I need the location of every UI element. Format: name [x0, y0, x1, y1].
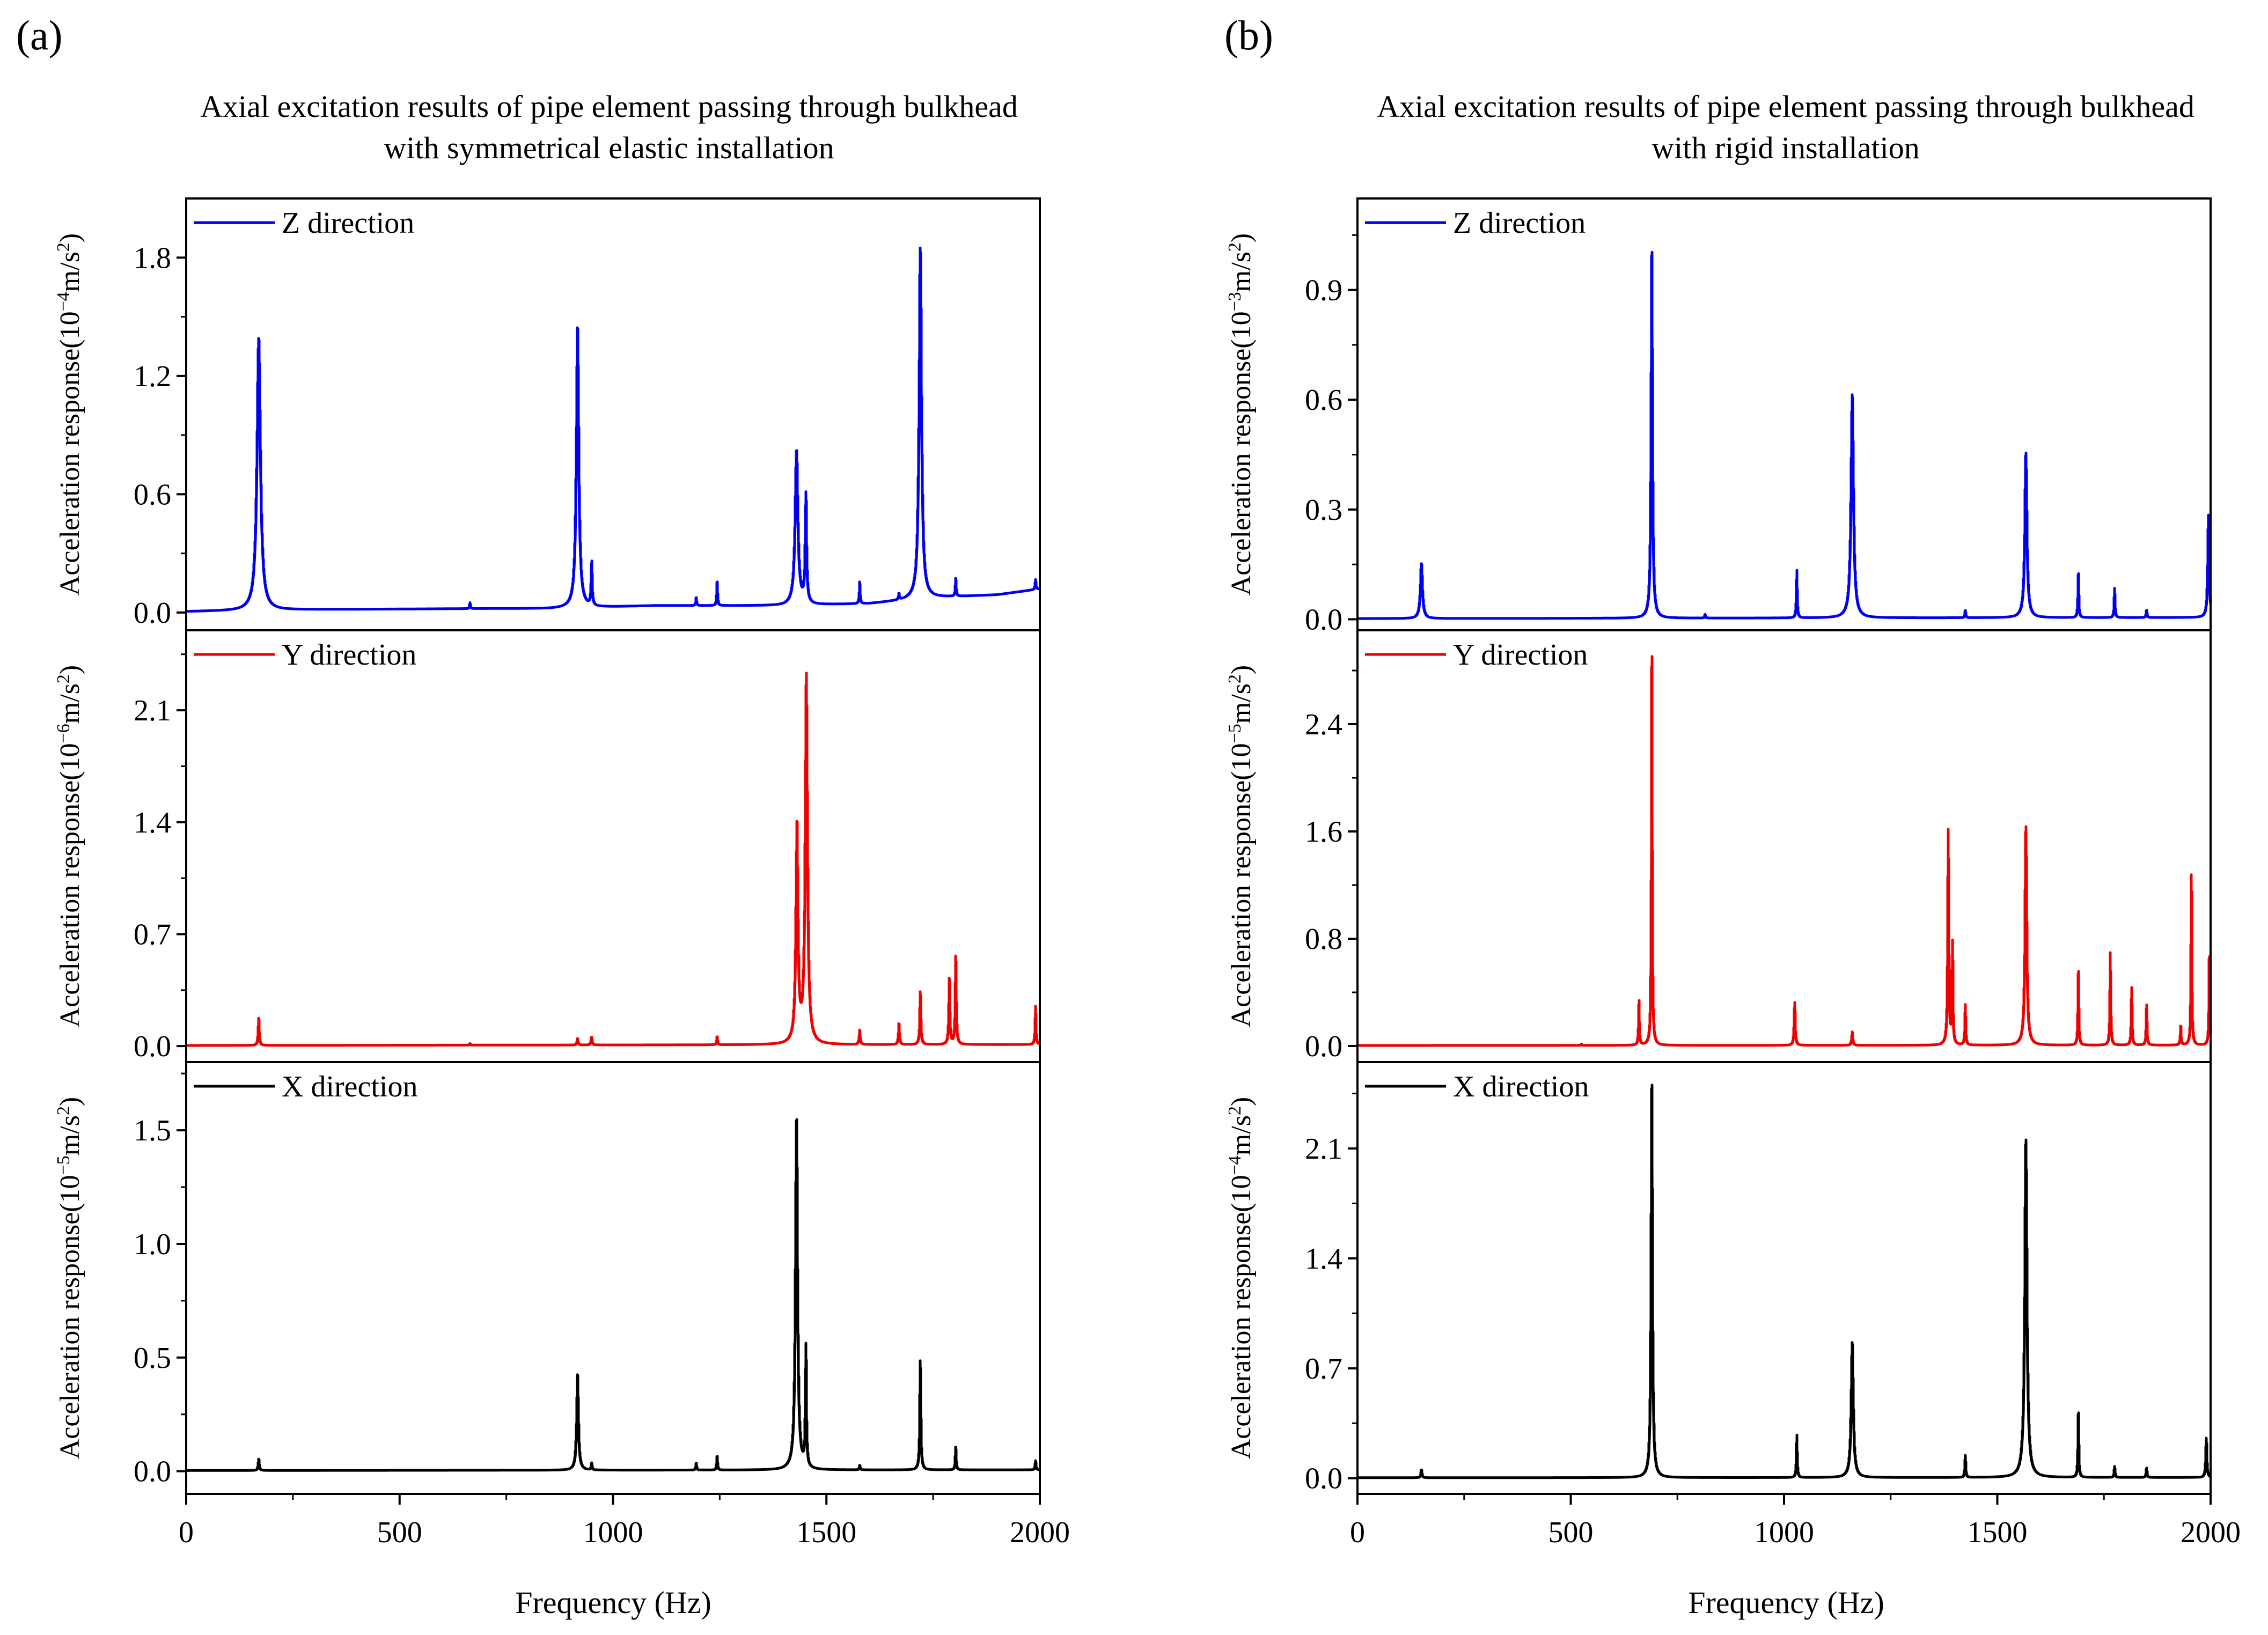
y-tick-label: 0.7 [1305, 1352, 1342, 1386]
x-tick-label: 1000 [583, 1516, 643, 1549]
y-tick-label: 0.3 [1305, 494, 1342, 527]
y-axis-label: Acceleration response(10−5m/s2) [54, 1097, 86, 1460]
y-tick-label: 1.8 [134, 241, 171, 275]
y-tick-label: 0.9 [1305, 274, 1342, 307]
x-tick-label: 2000 [1010, 1516, 1070, 1549]
y-tick-label: 1.4 [134, 806, 171, 839]
x-tick-label: 2000 [2181, 1516, 2241, 1549]
y-tick-label: 0.6 [134, 478, 171, 511]
y-axis-label: Acceleration response(10−3m/s2) [1225, 233, 1257, 596]
series-line [1356, 251, 2212, 620]
panel-b-label: (b) [1224, 12, 1273, 58]
series-line [185, 1118, 1041, 1472]
panel-a-label: (a) [16, 12, 63, 58]
y-tick-label: 1.0 [134, 1228, 171, 1261]
series-line [185, 246, 1041, 613]
chart-a-z-direction: 0.0 0.6 1.2 1.8 Acceleration response(10−4m/… [54, 197, 1041, 631]
panel-b-xlabel: Frequency (Hz) [1688, 1585, 1884, 1620]
y-axis-label: Acceleration response(10−6m/s2) [54, 665, 86, 1028]
x-tick-label: 1500 [1968, 1516, 2028, 1549]
panel-a-xlabel: Frequency (Hz) [515, 1585, 711, 1620]
y-tick-label: 2.4 [1305, 708, 1342, 741]
legend-label: X direction [1453, 1070, 1589, 1103]
y-tick-label: 0.0 [134, 1455, 171, 1489]
chart-a-x-direction: 0.0 0.5 1.0 1.5 Acceleration response(10−5m/… [54, 1061, 1070, 1549]
series-line [1356, 1084, 2212, 1479]
chart-b-x-direction: 0.0 0.7 1.4 2.1 Acceleration response(10−4m/… [1225, 1061, 2241, 1549]
x-tick-label: 0 [179, 1516, 194, 1549]
plot-area: 0.0 0.6 1.2 1.8 Acceleration response(10−4m/… [54, 197, 2241, 1549]
y-tick-label: 0.7 [134, 918, 171, 951]
legend-label: X direction [282, 1070, 417, 1103]
axes-frame [1356, 629, 2212, 1063]
axes-frame [185, 1061, 1041, 1495]
y-tick-label: 1.6 [1305, 815, 1342, 849]
axes-frame [1356, 197, 2212, 631]
y-tick-label: 0.6 [1305, 384, 1342, 417]
axes-frame [185, 197, 1041, 631]
legend-label: Y direction [1453, 638, 1588, 672]
y-tick-label: 0.0 [134, 1030, 171, 1063]
y-axis-label: Acceleration response(10−5m/s2) [1225, 665, 1257, 1028]
legend-label: Y direction [282, 638, 416, 672]
panel-b-title-line1: Axial excitation results of pipe element… [1377, 89, 2194, 124]
x-tick-label: 0 [1350, 1516, 1365, 1549]
y-tick-label: 0.0 [1305, 603, 1342, 637]
chart-a-y-direction: 0.0 0.7 1.4 2.1 Acceleration response(10−6m/… [54, 629, 1041, 1063]
axes-frame [1356, 1061, 2212, 1495]
legend-label: Z direction [1453, 207, 1586, 240]
y-tick-label: 0.0 [1305, 1030, 1342, 1063]
panel-a-title-line2: with symmetrical elastic installation [384, 130, 834, 165]
y-tick-label: 0.8 [1305, 923, 1342, 956]
y-tick-label: 0.5 [134, 1342, 171, 1375]
y-tick-label: 1.2 [134, 360, 171, 393]
x-tick-label: 1000 [1754, 1516, 1814, 1549]
y-tick-label: 0.0 [1305, 1462, 1342, 1496]
y-tick-label: 0.0 [134, 596, 171, 630]
legend-label: Z direction [282, 207, 414, 240]
x-tick-label: 500 [1548, 1516, 1594, 1549]
y-tick-label: 2.1 [134, 694, 171, 727]
y-axis-label: Acceleration response(10−4m/s2) [54, 233, 86, 596]
y-tick-label: 1.4 [1305, 1242, 1342, 1276]
y-axis-label: Acceleration response(10−4m/s2) [1225, 1097, 1257, 1460]
panel-a-title-line1: Axial excitation results of pipe element… [200, 89, 1018, 124]
x-tick-label: 1500 [796, 1516, 856, 1549]
panel-b-title-line2: with rigid installation [1652, 130, 1919, 165]
series-line [1356, 655, 2212, 1047]
y-tick-label: 2.1 [1305, 1132, 1342, 1166]
axes-frame [185, 629, 1041, 1063]
series-line [185, 672, 1041, 1047]
chart-b-y-direction: 0.0 0.8 1.6 2.4 Acceleration response(10−5m/… [1225, 629, 2212, 1063]
y-tick-label: 1.5 [134, 1114, 171, 1147]
x-tick-label: 500 [377, 1516, 422, 1549]
chart-b-z-direction: 0.0 0.3 0.6 0.9 Acceleration response(10−3m/… [1225, 197, 2212, 637]
